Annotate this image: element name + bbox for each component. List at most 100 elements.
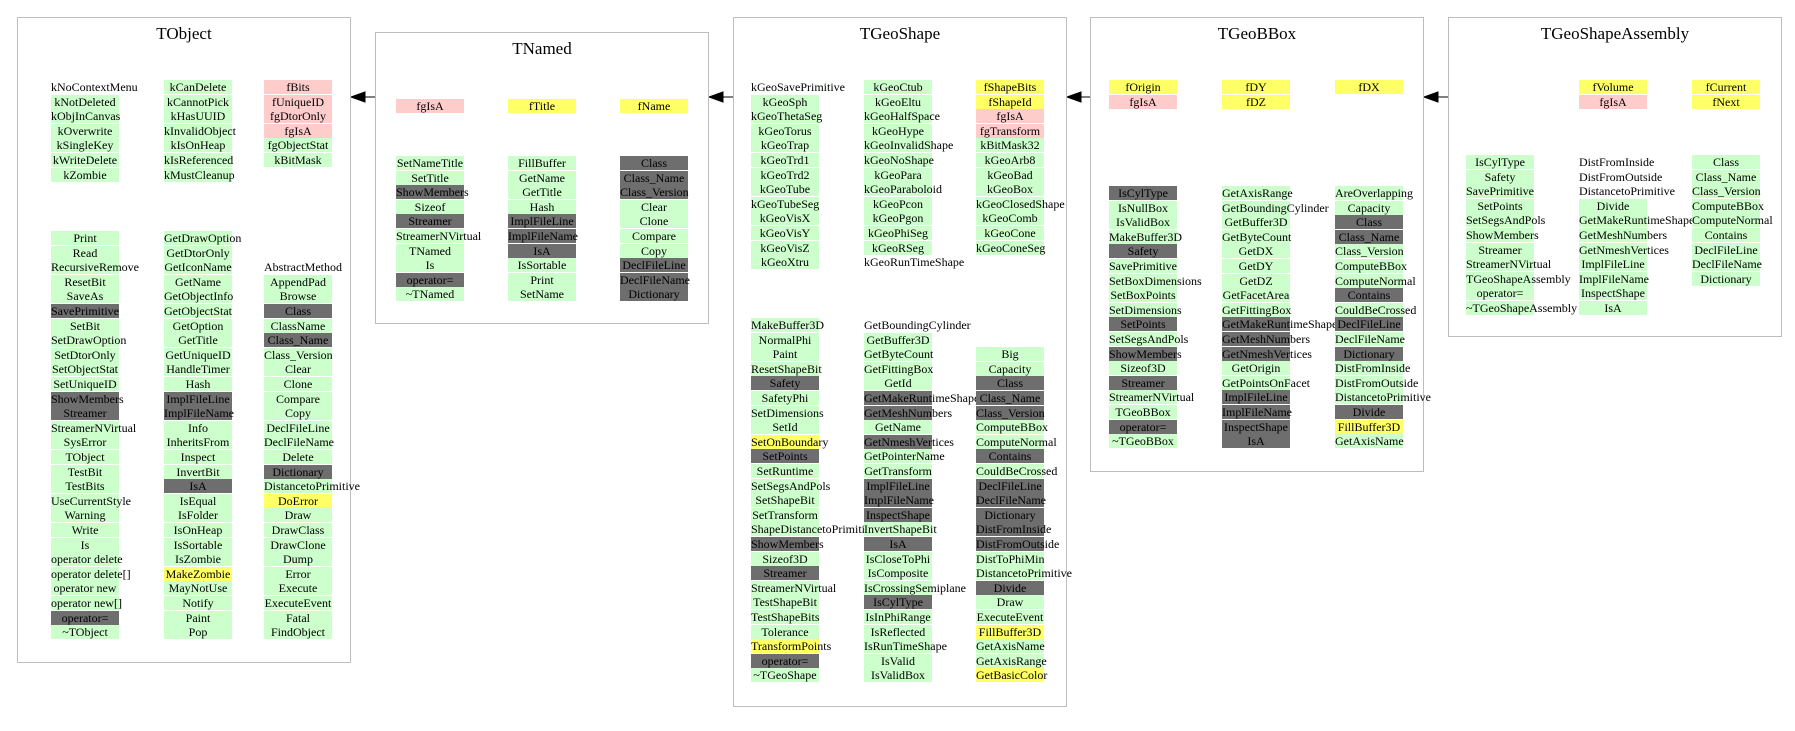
member-item: DistancetoPrimitive	[1579, 184, 1675, 199]
member-item: Streamer	[396, 214, 464, 229]
member-item: FillBuffer3D	[976, 624, 1044, 639]
member-item: kGeoTrd2	[751, 167, 819, 182]
member-item: Class	[620, 156, 688, 170]
member-item: Notify	[164, 596, 232, 610]
member-item: fOrigin	[1109, 80, 1177, 94]
member-item: kOverwrite	[51, 123, 119, 138]
member-item: kGeoBad	[976, 167, 1044, 182]
member-item: GetFittingBox	[1222, 302, 1292, 317]
member-item: GetDtorOnly	[164, 245, 232, 260]
member-item: Print	[51, 231, 119, 245]
member-item: IsComposite	[864, 566, 932, 581]
member-item: kGeoSph	[751, 94, 819, 109]
class-title: TGeoShape	[859, 24, 941, 43]
member-item: fShapeBits	[976, 80, 1044, 94]
member-item: fUniqueID	[264, 94, 332, 109]
member-item: GetMakeRuntimeShape	[1222, 317, 1338, 332]
member-item: kGeoTube	[751, 182, 819, 197]
member-item: DistFromInside	[1579, 155, 1655, 169]
member-item: Draw	[264, 508, 332, 523]
member-item: IsA	[508, 243, 576, 258]
member-item: GetFittingBox	[864, 361, 934, 376]
member-item: fShapeId	[976, 94, 1044, 109]
member-item: ShowMembers	[51, 391, 124, 406]
member-item: IsA	[164, 479, 232, 494]
member-item: fNext	[1692, 94, 1760, 109]
member-item: DrawClass	[264, 523, 332, 537]
member-item: ~TNamed	[396, 287, 464, 302]
member-item: ShowMembers	[1466, 228, 1539, 242]
member-item: GetTitle	[164, 333, 232, 348]
member-item: Read	[51, 245, 119, 260]
member-item: fDX	[1335, 80, 1403, 94]
member-item: IsReflected	[864, 624, 932, 639]
member-item: Tolerance	[751, 624, 819, 639]
class-title: TObject	[156, 24, 212, 43]
member-item: RecursiveRemove	[51, 260, 139, 275]
member-item: ImplFileLine	[864, 478, 932, 493]
member-item: Safety	[1466, 169, 1534, 184]
member-item: Dictionary	[1335, 346, 1403, 361]
member-item: DistFromInside	[1335, 361, 1411, 376]
member-item: DistancetoPrimitive	[264, 479, 360, 494]
member-item: kGeoVisY	[751, 226, 819, 240]
member-item: Copy	[620, 243, 688, 258]
member-item: TestBit	[51, 464, 119, 479]
member-item: DeclFileLine	[1692, 242, 1760, 257]
member-item: IsCrossingSemiplane	[864, 580, 966, 595]
member-item: kGeoCone	[976, 226, 1044, 240]
member-item: GetMeshNumbers	[1579, 228, 1667, 242]
member-item: IsValidBox	[1109, 215, 1177, 230]
member-item: GetByteCount	[864, 347, 934, 362]
member-item: DistancetoPrimitive	[976, 566, 1072, 581]
member-item: Safety	[751, 376, 819, 391]
member-item: MakeBuffer3D	[751, 318, 825, 332]
member-item: kGeoHype	[864, 123, 932, 138]
member-item: kGeoXtru	[751, 255, 819, 270]
member-item: Dictionary	[1692, 271, 1760, 286]
member-item: StreamerNVirtual	[751, 580, 837, 595]
member-item: IsA	[864, 537, 932, 551]
member-item: SetPoints	[1466, 198, 1534, 213]
member-item: IsCloseToPhi	[864, 551, 932, 566]
member-item: ClassName	[264, 318, 332, 333]
member-item: kGeoRunTimeShape	[864, 255, 965, 270]
member-item: GetAxisName	[1335, 434, 1404, 449]
member-item: Info	[164, 420, 232, 435]
member-item: fDY	[1222, 80, 1290, 94]
member-item: Contains	[976, 449, 1044, 464]
member-item: Hash	[508, 199, 576, 214]
member-item: kBitMask	[264, 153, 332, 167]
member-item: SetDtorOnly	[51, 347, 119, 362]
member-item: kGeoHalfSpace	[864, 109, 940, 124]
member-item: GetMeshNumbers	[1222, 332, 1310, 346]
member-item: Class	[976, 376, 1044, 391]
member-item: fBits	[264, 80, 332, 94]
member-item: DistFromInside	[976, 522, 1052, 537]
member-item: Compare	[264, 391, 332, 406]
member-item: Execute	[264, 581, 332, 596]
member-item: GetDX	[1222, 244, 1290, 259]
member-item: kGeoTrap	[751, 138, 819, 153]
member-item: ~TGeoShapeAssembly	[1466, 301, 1578, 315]
member-item: Draw	[976, 595, 1044, 610]
member-item: kCanDelete	[164, 80, 232, 94]
member-item: Pop	[164, 625, 232, 640]
member-item: ResetShapeBit	[751, 361, 822, 376]
member-item: kGeoPcon	[864, 196, 932, 211]
member-item: kGeoPara	[864, 167, 932, 182]
member-item: GetMakeRuntimeShape	[864, 391, 980, 405]
member-item: ImplFileName	[864, 493, 934, 508]
member-item: SetSegsAndPols	[1466, 213, 1546, 228]
member-item: ComputeNormal	[1692, 213, 1773, 228]
member-item: DistToPhiMin	[976, 551, 1045, 566]
member-item: Class	[1692, 155, 1760, 169]
member-item: ImplFileLine	[1579, 257, 1647, 272]
member-item: kWriteDelete	[51, 153, 119, 167]
member-item: kGeoParaboloid	[864, 182, 942, 197]
member-item: operator=	[1109, 419, 1177, 434]
member-item: kSingleKey	[51, 138, 119, 153]
member-item: kBitMask32	[976, 138, 1044, 153]
member-item: ComputeNormal	[1335, 273, 1416, 288]
